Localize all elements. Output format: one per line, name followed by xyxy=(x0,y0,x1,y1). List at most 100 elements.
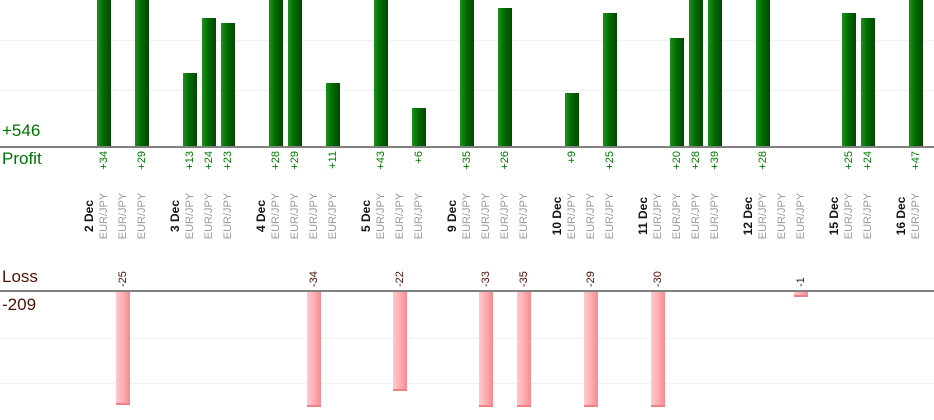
x-axis-symbol-label: EUR/JPY xyxy=(910,192,922,240)
loss-gridline-20 xyxy=(0,383,934,384)
profit-bar[interactable] xyxy=(460,0,474,146)
x-axis-date-label: 5 Dec xyxy=(359,199,373,233)
profit-bar[interactable] xyxy=(374,0,388,146)
loss-bar[interactable] xyxy=(794,292,808,297)
loss-axis-baseline xyxy=(0,290,934,292)
profit-bar[interactable] xyxy=(756,0,770,146)
x-axis-date-label: 12 Dec xyxy=(741,196,755,236)
profit-bar-value: +13 xyxy=(184,151,196,170)
profit-bar-value: +29 xyxy=(136,151,148,170)
profit-bar-value: +47 xyxy=(910,151,922,170)
loss-bar-value: -29 xyxy=(585,271,597,287)
profit-bar-value: +25 xyxy=(604,151,616,170)
x-axis-symbol-label: EUR/JPY xyxy=(795,192,807,240)
x-axis-symbol-label: EUR/JPY xyxy=(375,192,387,240)
profit-bar-value: +11 xyxy=(327,151,339,169)
profit-axis-title: Profit xyxy=(2,149,42,168)
x-axis-symbol-label: EUR/JPY xyxy=(566,192,578,240)
profit-bar[interactable] xyxy=(565,93,579,146)
profit-bar-value: +28 xyxy=(690,151,702,170)
profit-bar[interactable] xyxy=(670,38,684,146)
x-axis-date-label: 3 Dec xyxy=(168,199,182,233)
loss-bar-value: -22 xyxy=(394,271,406,287)
profit-bar[interactable] xyxy=(326,83,340,146)
loss-bar[interactable] xyxy=(517,292,531,407)
x-axis-symbol-label: EUR/JPY xyxy=(394,192,406,240)
profit-bar[interactable] xyxy=(183,73,197,146)
loss-bar-value: -33 xyxy=(480,271,492,287)
x-axis-symbol-label: EUR/JPY xyxy=(203,192,215,240)
x-axis-symbol-label: EUR/JPY xyxy=(308,192,320,240)
x-axis-symbol-label: EUR/JPY xyxy=(843,192,855,240)
profit-axis-baseline xyxy=(0,146,934,148)
loss-bar-value: -25 xyxy=(117,271,129,287)
loss-bar[interactable] xyxy=(584,292,598,407)
x-axis-symbol-label: EUR/JPY xyxy=(222,192,234,240)
loss-bar-value: -30 xyxy=(652,271,664,287)
loss-gridline-10 xyxy=(0,338,934,339)
profit-bar[interactable] xyxy=(269,0,283,146)
profit-bar[interactable] xyxy=(909,0,923,146)
x-axis-symbol-label: EUR/JPY xyxy=(184,192,196,240)
x-axis-date-label: 16 Dec xyxy=(894,196,908,236)
loss-bar[interactable] xyxy=(116,292,130,405)
x-axis-symbol-label: EUR/JPY xyxy=(98,192,110,240)
profit-bar-value: +35 xyxy=(461,151,473,170)
profit-bar-value: +24 xyxy=(203,151,215,170)
x-axis-symbol-label: EUR/JPY xyxy=(327,192,339,240)
loss-bar[interactable] xyxy=(651,292,665,407)
x-axis-symbol-label: EUR/JPY xyxy=(862,192,874,240)
profit-bar-value: +28 xyxy=(270,151,282,170)
x-axis-date-label: 9 Dec xyxy=(445,199,459,233)
profit-bar[interactable] xyxy=(708,0,722,146)
x-axis-symbol-label: EUR/JPY xyxy=(499,192,511,240)
x-axis-symbol-label: EUR/JPY xyxy=(671,192,683,240)
profit-bar-value: +34 xyxy=(98,151,110,170)
profit-bar[interactable] xyxy=(412,108,426,146)
profit-bar[interactable] xyxy=(842,13,856,146)
x-axis-date-label: 15 Dec xyxy=(827,196,841,236)
loss-bar-value: -34 xyxy=(308,271,320,287)
profit-bar-value: +28 xyxy=(757,151,769,170)
loss-bar[interactable] xyxy=(393,292,407,391)
x-axis-symbol-label: EUR/JPY xyxy=(652,192,664,240)
x-axis-symbol-label: EUR/JPY xyxy=(413,192,425,240)
profit-bar[interactable] xyxy=(288,0,302,146)
profit-bar-value: +23 xyxy=(222,151,234,170)
x-axis-symbol-label: EUR/JPY xyxy=(776,192,788,240)
profit-bar[interactable] xyxy=(97,0,111,146)
profit-bar[interactable] xyxy=(689,0,703,146)
profit-bar-value: +26 xyxy=(499,151,511,170)
x-axis-symbol-label: EUR/JPY xyxy=(709,192,721,240)
x-axis-symbol-label: EUR/JPY xyxy=(480,192,492,240)
x-axis-symbol-label: EUR/JPY xyxy=(117,192,129,240)
x-axis-symbol-label: EUR/JPY xyxy=(757,192,769,240)
x-axis-symbol-label: EUR/JPY xyxy=(604,192,616,240)
profit-bar[interactable] xyxy=(861,18,875,146)
x-axis-date-label: 11 Dec xyxy=(636,196,650,236)
profit-bar[interactable] xyxy=(202,18,216,146)
x-axis-symbol-label: EUR/JPY xyxy=(585,192,597,240)
profit-bar[interactable] xyxy=(135,0,149,146)
x-axis-symbol-label: EUR/JPY xyxy=(270,192,282,240)
profit-bar[interactable] xyxy=(498,8,512,146)
loss-axis-title: Loss xyxy=(2,267,38,286)
profit-bar-value: +39 xyxy=(709,151,721,170)
loss-bar-value: -35 xyxy=(518,271,530,287)
profit-bar[interactable] xyxy=(221,23,235,146)
x-axis-symbol-label: EUR/JPY xyxy=(289,192,301,240)
profit-bar-value: +43 xyxy=(375,151,387,170)
profit-bar-value: +6 xyxy=(413,151,425,164)
profit-bar-value: +29 xyxy=(289,151,301,170)
profit-bar[interactable] xyxy=(603,13,617,146)
loss-bar[interactable] xyxy=(307,292,321,407)
x-axis-date-label: 4 Dec xyxy=(254,199,268,233)
x-axis-symbol-label: EUR/JPY xyxy=(461,192,473,240)
profit-bar-value: +25 xyxy=(843,151,855,170)
x-axis-symbol-label: EUR/JPY xyxy=(518,192,530,240)
loss-bar[interactable] xyxy=(479,292,493,407)
profit-bar-value: +24 xyxy=(862,151,874,170)
loss-total: -209 xyxy=(2,295,37,314)
loss-bar-value: -1 xyxy=(795,277,807,287)
